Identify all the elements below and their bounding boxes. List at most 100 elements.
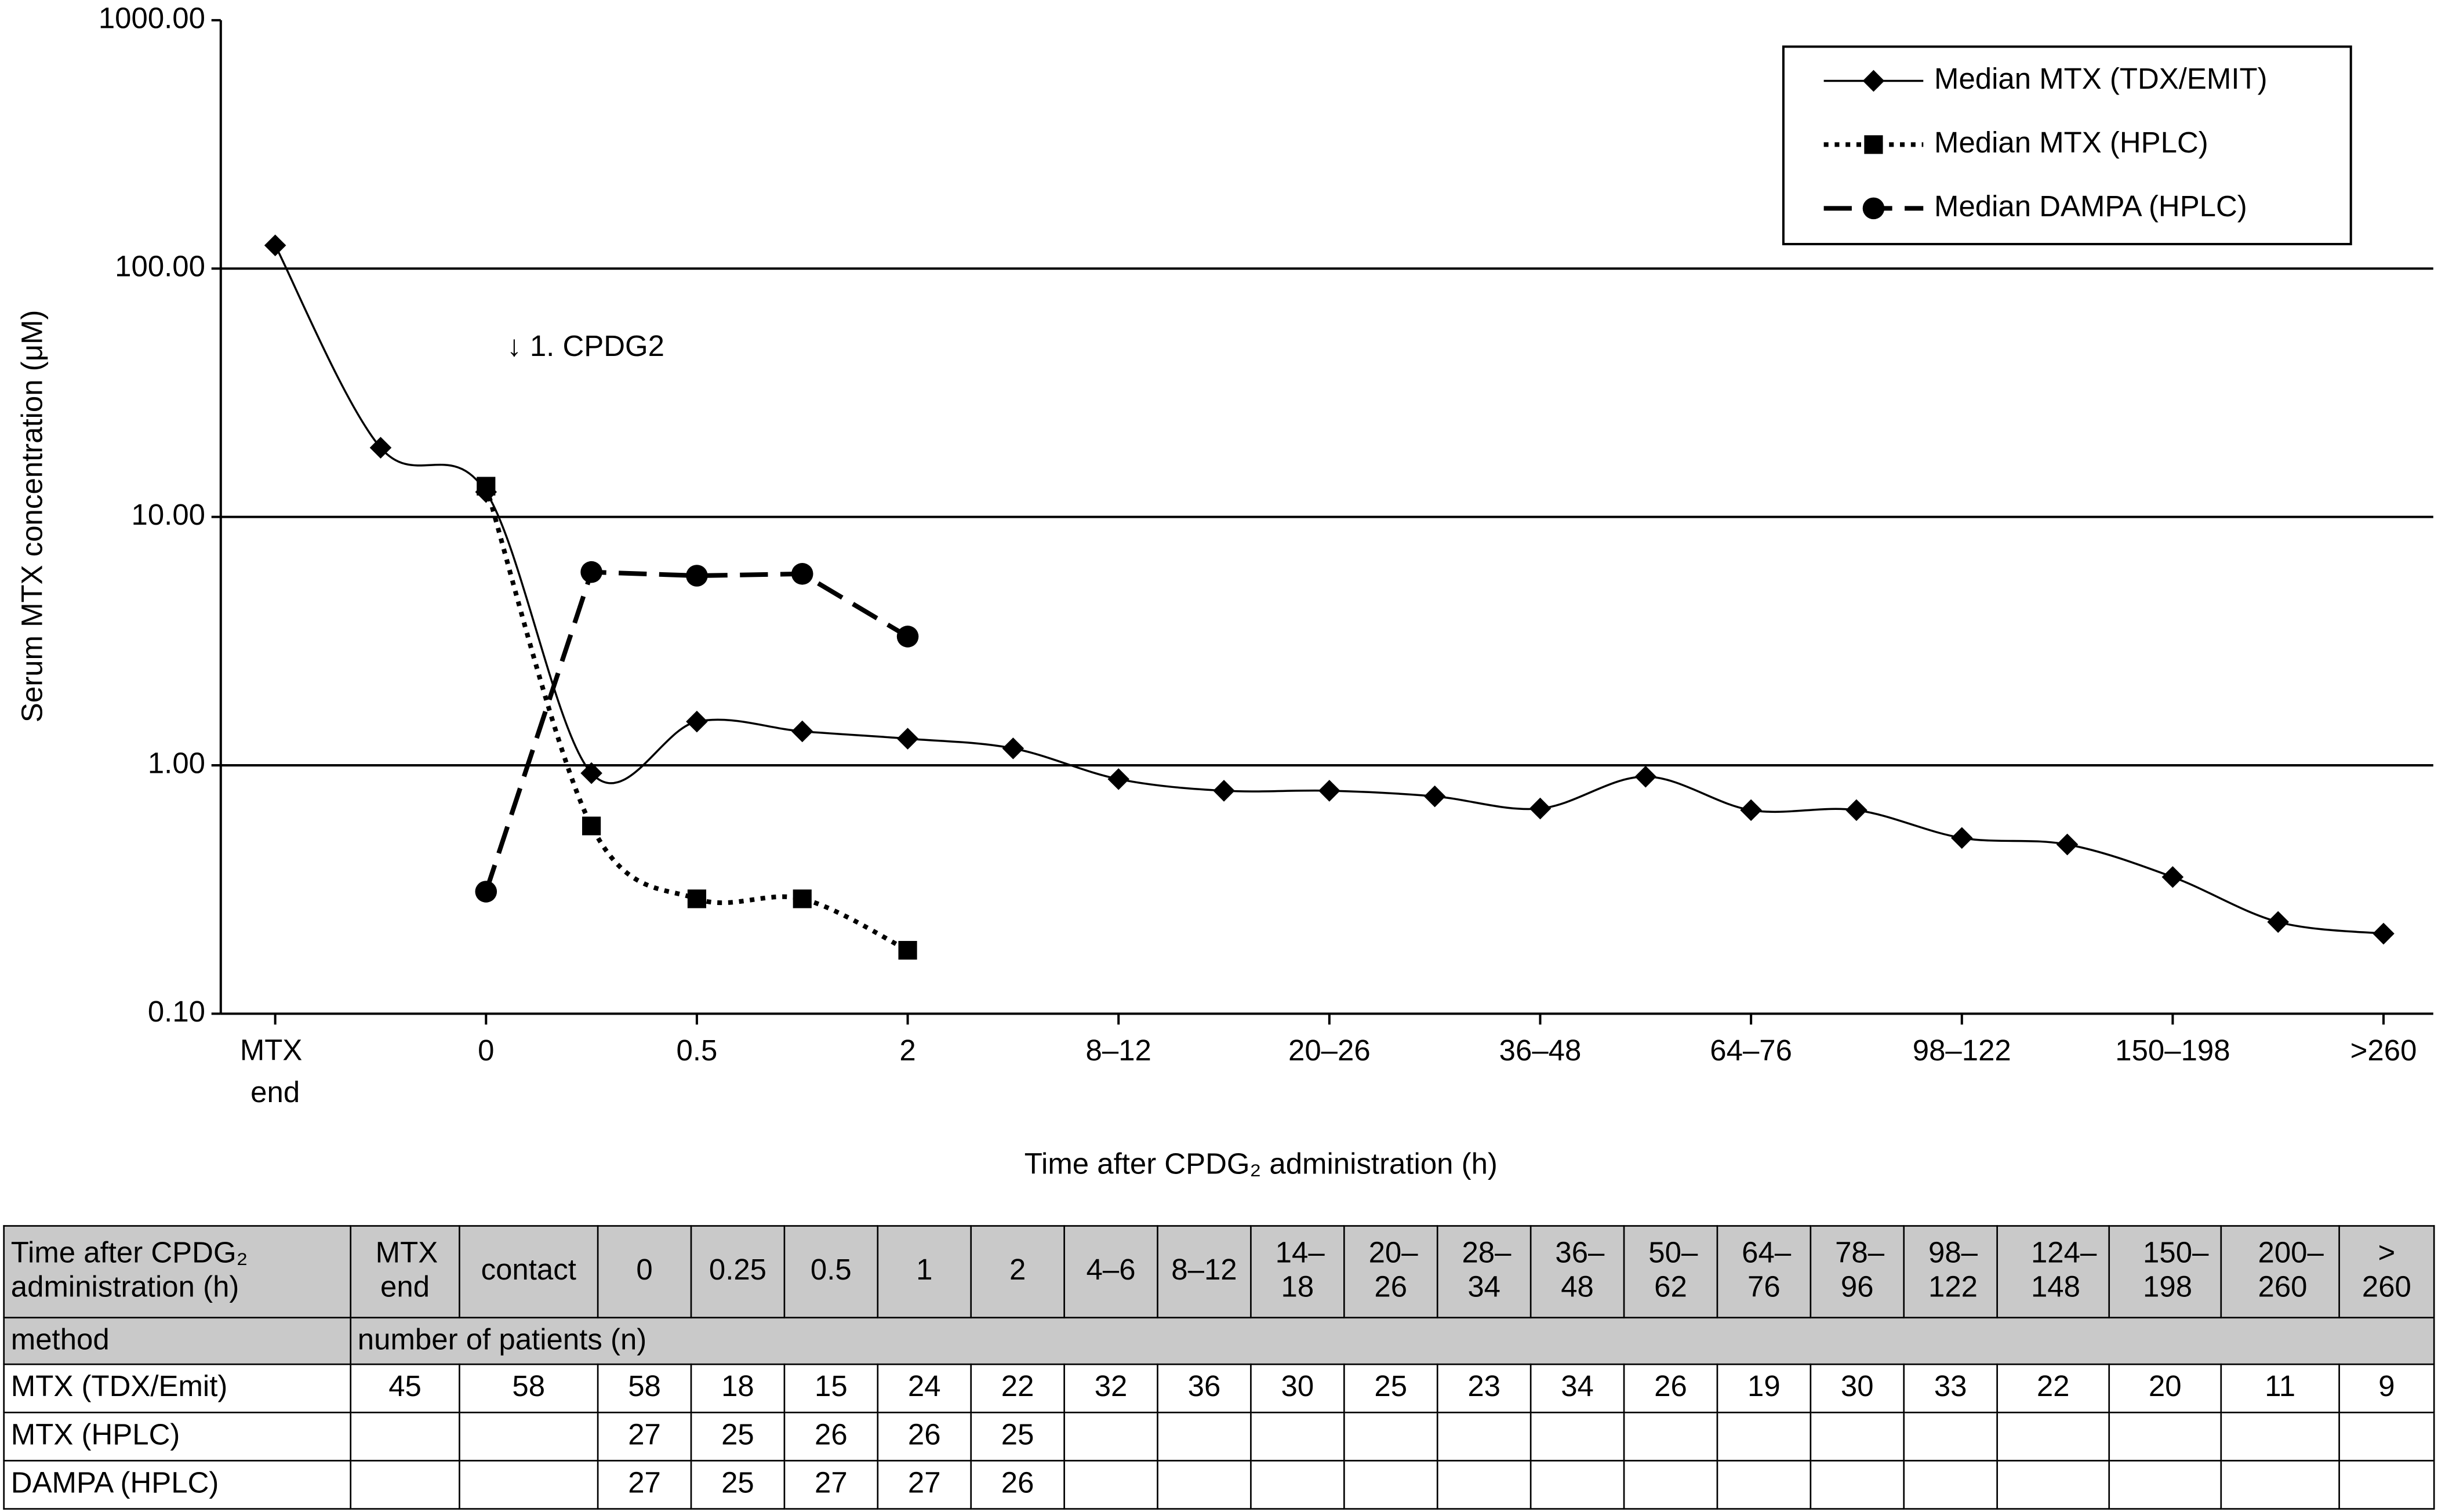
x-axis-label: Time after CPDG₂ administration (h) bbox=[1024, 1147, 1498, 1180]
data-point bbox=[1845, 799, 1867, 822]
cell bbox=[1623, 1411, 1718, 1462]
x-tick-label: 0 bbox=[478, 1034, 494, 1067]
data-point bbox=[686, 710, 708, 733]
x-tick-label: 36–48 bbox=[1499, 1034, 1582, 1067]
column-header: 64–76 bbox=[1716, 1225, 1812, 1319]
cell bbox=[1063, 1411, 1158, 1462]
cell: 30 bbox=[1810, 1363, 1905, 1413]
y-axis-label: Serum MTX concentration (μM) bbox=[15, 310, 48, 723]
data-point bbox=[1002, 737, 1024, 759]
legend-label: Median MTX (TDX/EMIT) bbox=[1934, 62, 2268, 95]
column-header: 124–148 bbox=[1996, 1225, 2110, 1319]
cell bbox=[1903, 1411, 1998, 1462]
series-line bbox=[274, 245, 2384, 935]
y-tick-label: 1000.00 bbox=[99, 1, 205, 34]
cell bbox=[2338, 1460, 2435, 1510]
cell bbox=[1996, 1411, 2110, 1462]
data-point bbox=[580, 762, 602, 784]
cell: 19 bbox=[1716, 1363, 1812, 1413]
cell bbox=[1343, 1411, 1438, 1462]
column-header: 2 bbox=[970, 1225, 1065, 1319]
cell: 58 bbox=[459, 1363, 599, 1413]
cell bbox=[1063, 1460, 1158, 1510]
chart: Serum MTX concentration (μM) Time after … bbox=[15, 1, 2433, 1180]
x-tick-label: 0.5 bbox=[677, 1034, 718, 1067]
section-label: number of patients (n) bbox=[350, 1317, 2435, 1365]
data-point bbox=[1634, 765, 1657, 788]
cell bbox=[2220, 1411, 2340, 1462]
x-tick-label: 8–12 bbox=[1086, 1034, 1151, 1067]
column-header: 0.5 bbox=[783, 1225, 879, 1319]
cell bbox=[1716, 1460, 1812, 1510]
data-point bbox=[2161, 866, 2184, 888]
row-header: method bbox=[3, 1317, 352, 1365]
cell: 15 bbox=[783, 1363, 879, 1413]
cell: 26 bbox=[877, 1411, 972, 1462]
cell bbox=[1436, 1411, 1532, 1462]
column-header: 28–34 bbox=[1436, 1225, 1532, 1319]
x-tick-label: 2 bbox=[899, 1034, 915, 1067]
column-header: 98–122 bbox=[1903, 1225, 1998, 1319]
cell bbox=[459, 1460, 599, 1510]
cell: 26 bbox=[970, 1460, 1065, 1510]
column-header: 8–12 bbox=[1157, 1225, 1252, 1319]
cell bbox=[1436, 1460, 1532, 1510]
cell bbox=[1810, 1460, 1905, 1510]
column-header: 78–96 bbox=[1810, 1225, 1905, 1319]
column-header: 4–6 bbox=[1063, 1225, 1158, 1319]
x-tick-label: >260 bbox=[2350, 1034, 2417, 1067]
cell: 34 bbox=[1529, 1363, 1625, 1413]
cell: 18 bbox=[690, 1363, 786, 1413]
column-header: 200–260 bbox=[2220, 1225, 2340, 1319]
row-header: Time after CPDG₂ administration (h) bbox=[3, 1225, 352, 1319]
cell: 9 bbox=[2338, 1363, 2435, 1413]
data-point bbox=[896, 728, 919, 750]
cell bbox=[2220, 1460, 2340, 1510]
column-header: 36–48 bbox=[1529, 1225, 1625, 1319]
data-point bbox=[369, 437, 392, 459]
cell bbox=[2108, 1460, 2222, 1510]
data-point bbox=[793, 889, 812, 908]
cell: 25 bbox=[1343, 1363, 1438, 1413]
data-point bbox=[1213, 780, 1235, 802]
cell: 25 bbox=[970, 1411, 1065, 1462]
y-tick-label: 1.00 bbox=[148, 747, 205, 780]
cell: 26 bbox=[783, 1411, 879, 1462]
data-point bbox=[2056, 833, 2079, 856]
data-point bbox=[1423, 785, 1446, 808]
column-header: 20–26 bbox=[1343, 1225, 1438, 1319]
column-header: MTX end bbox=[350, 1225, 460, 1319]
cell: 27 bbox=[597, 1460, 692, 1510]
cell: 20 bbox=[2108, 1363, 2222, 1413]
cell: 27 bbox=[597, 1411, 692, 1462]
cell bbox=[1996, 1460, 2110, 1510]
legend-marker bbox=[1864, 135, 1883, 154]
cell bbox=[1343, 1460, 1438, 1510]
data-point bbox=[1950, 827, 1973, 849]
data-point bbox=[1318, 780, 1340, 802]
data-point bbox=[1740, 799, 1762, 822]
cell: 25 bbox=[690, 1411, 786, 1462]
cell bbox=[2338, 1411, 2435, 1462]
cell bbox=[1623, 1460, 1718, 1510]
annotation: ↓ 1. CPDG2 bbox=[507, 329, 664, 362]
cell: 36 bbox=[1157, 1363, 1252, 1413]
data-point bbox=[686, 565, 708, 587]
cell bbox=[1250, 1411, 1345, 1462]
data-point bbox=[580, 561, 602, 583]
cell: 27 bbox=[877, 1460, 972, 1510]
cell: 32 bbox=[1063, 1363, 1158, 1413]
cell bbox=[350, 1460, 460, 1510]
x-tick-label: 150–198 bbox=[2115, 1034, 2230, 1067]
row-header: MTX (HPLC) bbox=[3, 1411, 352, 1462]
legend-label: Median DAMPA (HPLC) bbox=[1934, 190, 2247, 223]
cell: 22 bbox=[1996, 1363, 2110, 1413]
cell bbox=[1157, 1411, 1252, 1462]
cell bbox=[1157, 1460, 1252, 1510]
data-point bbox=[791, 720, 813, 743]
cell: 24 bbox=[877, 1363, 972, 1413]
data-point bbox=[264, 234, 286, 257]
column-header: 150–198 bbox=[2108, 1225, 2222, 1319]
x-tick-label: 20–26 bbox=[1288, 1034, 1371, 1067]
